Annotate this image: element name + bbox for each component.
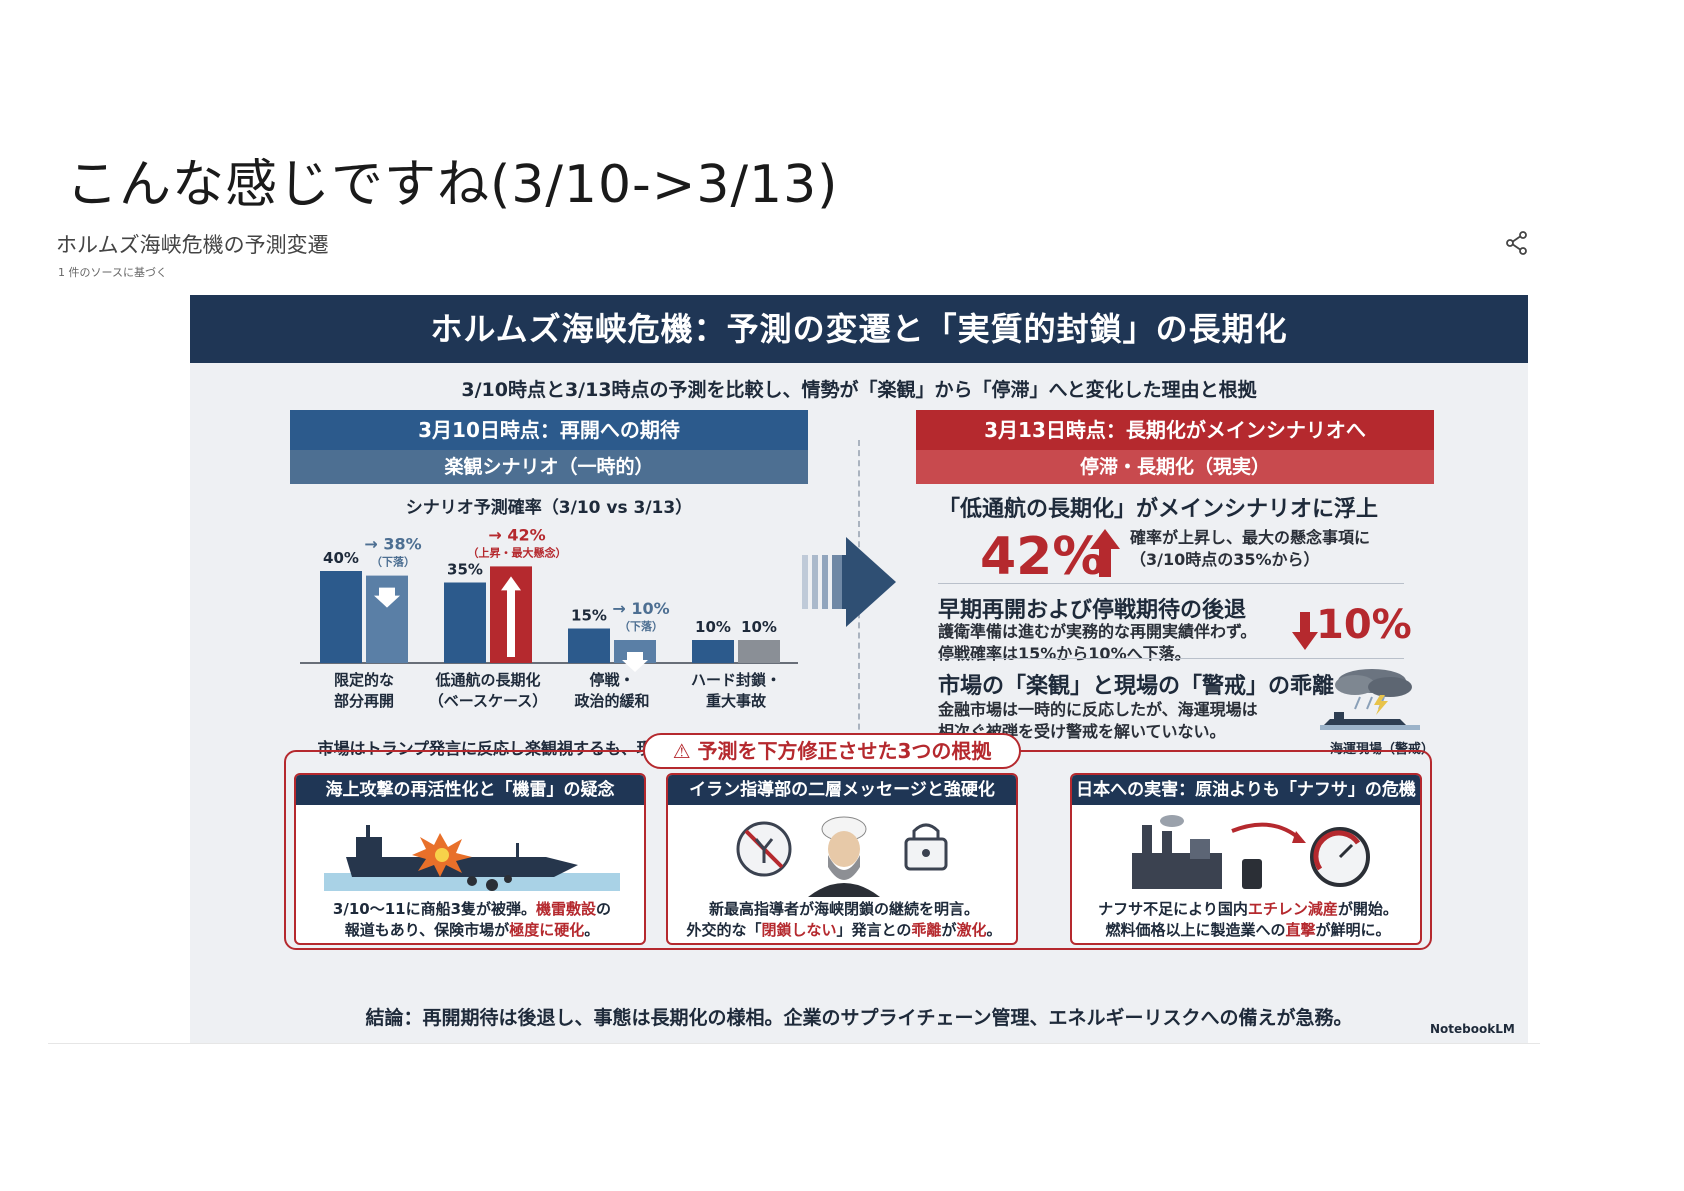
- down-arrow-icon: [374, 587, 400, 608]
- banner-title: ホルムズ海峡危機：予測の変遷と「実質的封鎖」の長期化: [190, 295, 1528, 363]
- category-label: 重大事故: [706, 692, 767, 710]
- left-header: 3月10日時点：再開への期待: [290, 410, 808, 450]
- change-note: （下落）: [619, 619, 663, 633]
- left-subheader: 楽観シナリオ（一時的）: [290, 450, 808, 484]
- share-icon: [1506, 231, 1527, 255]
- value-label-3-13: → 10%: [612, 599, 669, 618]
- reasons-pill: ⚠ 予測を下方修正させた3つの根拠: [643, 733, 1021, 769]
- factory-fuel-gauge-icon: [1132, 815, 1370, 889]
- value-label-3-10: 35%: [447, 561, 483, 579]
- reason-card-1-text: 3/10〜11に商船3隻が被弾。機雷敷設の 報道もあり、保険市場が極度に硬化。: [332, 900, 612, 939]
- tanker-explosion-icon: [324, 825, 620, 891]
- right-block-3-heading: 市場の「楽観」と現場の「警戒」の乖離: [938, 674, 1335, 699]
- reason-card-2-title: イラン指導部の二層メッセージと強硬化: [668, 775, 1016, 805]
- category-label: 停戦・: [589, 671, 634, 689]
- right-subheader: 停滞・長期化（現実）: [916, 450, 1434, 484]
- reason-card-2: イラン指導部の二層メッセージと強硬化 新最高指導者が海峡閉鎖の継続を明言。 外交…: [666, 773, 1018, 945]
- value-label-3-10: 40%: [323, 549, 359, 567]
- doc-title: ホルムズ海峡危機の予測変遷: [56, 233, 329, 257]
- bar-3-10: [320, 571, 362, 663]
- leader-lock-icon: [736, 816, 948, 897]
- up-arrow-icon: [501, 576, 521, 657]
- category-label: 部分再開: [334, 692, 394, 710]
- storm-ship-icon: [1320, 669, 1420, 730]
- bar-3-13: [614, 640, 656, 663]
- category-label: （ベースケース）: [429, 692, 548, 710]
- slide-title: こんな感じですね(3/10->3/13): [66, 155, 839, 215]
- right-block-1-heading: 「低通航の長期化」がメインシナリオに浮上: [938, 497, 1379, 522]
- share-button[interactable]: [1504, 230, 1530, 256]
- source-count: 1 件のソースに基づく: [58, 266, 167, 279]
- arrow-down-icon: [1292, 612, 1318, 650]
- arrow-up-icon: [1090, 529, 1120, 577]
- bar-3-10: [444, 582, 486, 663]
- bar-3-13: [738, 640, 780, 663]
- infographic: ホルムズ海峡危機：予測の変遷と「実質的封鎖」の長期化 3/10時点と3/13時点…: [190, 295, 1528, 1043]
- big-10-percent: 10%: [1316, 602, 1412, 648]
- reason-card-1-title: 海上攻撃の再活性化と「機雷」の疑念: [296, 775, 644, 805]
- value-label-3-13: → 42%: [488, 525, 545, 544]
- reason-card-3-text: ナフサ不足により国内エチレン減産が開始。 燃料価格以上に製造業への直撃が鮮明に。: [1098, 900, 1398, 939]
- bottom-divider: [48, 1043, 1540, 1044]
- change-note: （下落）: [371, 555, 415, 569]
- right-header: 3月13日時点：長期化がメインシナリオへ: [916, 410, 1434, 450]
- rule-2: [938, 658, 1404, 659]
- value-label-3-13: → 38%: [364, 535, 421, 554]
- reason-card-2-text: 新最高指導者が海峡閉鎖の継続を明言。 外交的な「閉鎖しない」発言との乖離が激化。: [686, 900, 1002, 939]
- value-label-3-10: 10%: [695, 618, 731, 636]
- brand-logo: NotebookLM: [1430, 1022, 1515, 1036]
- category-label: 限定的な: [334, 671, 394, 689]
- storm-label: 海運現場（警戒）: [1330, 742, 1435, 757]
- transition-arrow-icon: [802, 537, 896, 627]
- big-42-percent: 42%: [980, 527, 1105, 587]
- warning-icon: ⚠: [672, 739, 698, 763]
- subheading: 3/10時点と3/13時点の予測を比較し、情勢が「楽観」から「停滞」へと変化した…: [461, 379, 1257, 401]
- rule-1: [938, 583, 1404, 584]
- category-label: ハード封鎖・: [691, 671, 781, 689]
- reason-card-3-title: 日本への実害：原油よりも「ナフサ」の危機: [1072, 775, 1420, 805]
- chart-title: シナリオ予測確率（3/10 vs 3/13）: [405, 498, 693, 518]
- reason-card-3: 日本への実害：原油よりも「ナフサ」の危機 ナフサ不足により国内エチレン減産が開始…: [1070, 773, 1422, 945]
- value-label-3-13: 10%: [741, 618, 777, 636]
- right-block-1-text: 確率が上昇し、最大の懸念事項に （3/10時点の35%から）: [1130, 528, 1371, 569]
- value-label-3-10: 15%: [571, 607, 607, 625]
- bar-3-10: [568, 628, 610, 663]
- category-label: 政治的緩和: [574, 692, 649, 710]
- category-label: 低通航の長期化: [434, 671, 540, 689]
- right-block-2-heading: 早期再開および停戦期待の後退: [938, 598, 1247, 623]
- down-arrow-icon: [622, 652, 648, 672]
- change-note: （上昇・最大懸念）: [468, 545, 567, 559]
- reason-card-1: 海上攻撃の再活性化と「機雷」の疑念 3/10〜11に商船3隻が被弾。機雷敷設の …: [294, 773, 646, 945]
- conclusion: 結論：再開期待は後退し、事態は長期化の様相。企業のサプライチェーン管理、エネルギ…: [365, 1007, 1353, 1029]
- bar-3-10: [692, 640, 734, 663]
